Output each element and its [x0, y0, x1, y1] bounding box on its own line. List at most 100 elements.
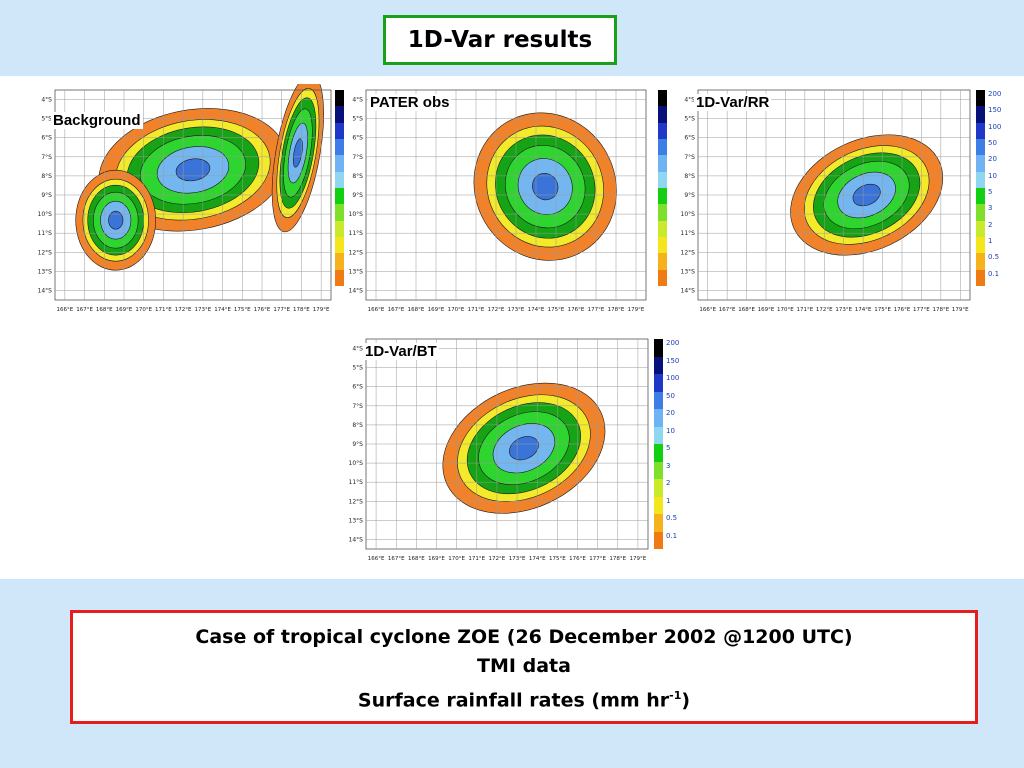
panel-label-bt: 1D-Var/BT	[363, 343, 439, 360]
map-background-figure: 4°S 5°S 6°S 7°S 8°S 9°S 10°S 11°S 12°S 13°S 14°S 16…	[38, 84, 332, 313]
colorbar-level-label: 1	[666, 496, 671, 505]
colorbar-segment	[976, 253, 985, 270]
lat-tick-label: 7°S	[352, 403, 363, 410]
lon-tick-label: 166°E	[368, 307, 385, 313]
map-rr-figure: 4°S 5°S 6°S 7°S 8°S 9°S 10°S 11°S 12°S 13°S 14°S 16…	[681, 89, 971, 313]
lon-tick-label: 173°E	[194, 307, 211, 313]
lon-tick-label: 167°E	[388, 307, 405, 313]
lat-tick-label: 7°S	[41, 154, 52, 161]
colorbar-level-label: 200	[666, 339, 680, 347]
lon-tick-label: 179°E	[630, 556, 647, 562]
map-panel-background: 4°S 5°S 6°S 7°S 8°S 9°S 10°S 11°S 12°S 13°S 14°S 16…	[27, 84, 347, 318]
colorbar-level-label: 200	[988, 90, 1002, 98]
lon-tick-label: 173°E	[508, 307, 525, 313]
lat-tick-label: 13°S	[681, 268, 696, 275]
rain-field	[442, 382, 606, 514]
colorbar-segment	[658, 253, 667, 270]
lon-tick-label: 174°E	[855, 307, 872, 313]
lat-tick-label: 14°S	[38, 287, 53, 294]
lat-tick-label: 4°S	[684, 97, 695, 104]
lat-tick-label: 12°S	[349, 498, 364, 505]
panel-label-pater: PATER obs	[368, 94, 452, 111]
lat-tick-label: 10°S	[38, 211, 53, 218]
colorbar-segment	[976, 155, 985, 172]
lon-tick-label: 176°E	[569, 556, 586, 562]
lon-tick-label: 174°E	[528, 307, 545, 313]
colorbar-segment	[976, 90, 985, 107]
lon-tick-label: 171°E	[468, 307, 485, 313]
lon-tick-label: 170°E	[135, 307, 152, 313]
colorbar-segment	[658, 90, 667, 107]
colorbar-segment	[335, 90, 344, 107]
colorbar-level-label: 3	[988, 204, 993, 213]
colorbar-level-label: 0.1	[666, 531, 678, 540]
caption-line-3-suffix: )	[681, 689, 691, 712]
lon-tick-label: 167°E	[76, 307, 93, 313]
colorbar-level-label: 100	[988, 122, 1002, 131]
colorbar-segment	[654, 391, 663, 409]
lat-tick-label: 11°S	[349, 479, 364, 486]
lon-tick-label: 168°E	[408, 307, 425, 313]
colorbar-segment	[335, 122, 344, 139]
lat-tick-label: 9°S	[352, 441, 363, 448]
lon-tick-label: 178°E	[293, 307, 310, 313]
colorbar-segment	[335, 269, 344, 286]
lat-tick-label: 6°S	[352, 135, 363, 142]
colorbar-level-label: 20	[988, 155, 997, 164]
lat-tick-label: 12°S	[681, 249, 696, 256]
colorbar-segment	[976, 138, 985, 156]
colorbar-segment	[658, 236, 667, 254]
colorbar-segment	[335, 155, 344, 172]
lon-tick-label: 172°E	[488, 307, 505, 313]
lat-tick-label: 14°S	[349, 287, 364, 294]
rain-blue-region	[509, 436, 539, 461]
lat-tick-label: 7°S	[684, 154, 695, 161]
lat-tick-label: 14°S	[349, 536, 364, 543]
colorbar-segment	[654, 444, 663, 462]
colorbar-segment	[335, 253, 344, 270]
colorbar-segment	[658, 187, 667, 205]
colorbar-segment	[654, 409, 663, 427]
lon-tick-label: 177°E	[588, 307, 605, 313]
lon-tick-label: 175°E	[549, 556, 566, 562]
lon-tick-label: 170°E	[448, 307, 465, 313]
rain-field	[473, 112, 617, 261]
lat-tick-label: 4°S	[352, 97, 363, 104]
lat-tick-label: 9°S	[41, 192, 52, 199]
lon-tick-label: 166°E	[56, 307, 73, 313]
lat-tick-label: 11°S	[349, 230, 364, 237]
colorbar-segment	[976, 106, 985, 123]
colorbar-segment	[654, 461, 663, 479]
lon-tick-label: 171°E	[796, 307, 813, 313]
colorbar-segment	[335, 187, 344, 205]
colorbar-level-label: 5	[988, 188, 993, 196]
lat-tick-label: 9°S	[684, 192, 695, 199]
colorbar-segment	[654, 339, 663, 357]
colorbar-segment	[335, 171, 344, 188]
lat-tick-label: 4°S	[352, 346, 363, 353]
colorbar-level-label: 0.1	[988, 269, 1000, 278]
lon-tick-label: 171°E	[155, 307, 172, 313]
lat-tick-label: 13°S	[349, 268, 364, 275]
slide-title: 1D-Var results	[407, 27, 593, 53]
map-panel-bt: 4°S 5°S 6°S 7°S 8°S 9°S 10°S 11°S 12°S 13°S 14°S 16…	[336, 333, 686, 567]
colorbar-segment	[658, 155, 667, 172]
colorbar-level-label: 10	[988, 171, 997, 180]
map-panel-pater: 4°S 5°S 6°S 7°S 8°S 9°S 10°S 11°S 12°S 13°S 14°S 16…	[346, 84, 671, 318]
map-grid	[697, 89, 971, 301]
lon-tick-label: 176°E	[568, 307, 585, 313]
lon-tick-label: 169°E	[116, 307, 133, 313]
lon-tick-label: 167°E	[388, 556, 405, 562]
colorbar-segment	[658, 138, 667, 156]
lon-tick-label: 174°E	[214, 307, 231, 313]
colorbar-level-label: 2	[666, 479, 671, 487]
lon-tick-label: 177°E	[273, 307, 290, 313]
colorbar-level-label: 3	[666, 461, 671, 470]
colorbar-segment	[654, 356, 663, 374]
lon-tick-label: 176°E	[254, 307, 271, 313]
lon-tick-label: 179°E	[952, 307, 969, 313]
colorbar-level-label: 100	[666, 374, 680, 382]
lat-tick-label: 5°S	[352, 365, 363, 372]
lon-tick-label: 172°E	[489, 556, 506, 562]
colorbar-pater	[658, 90, 667, 286]
